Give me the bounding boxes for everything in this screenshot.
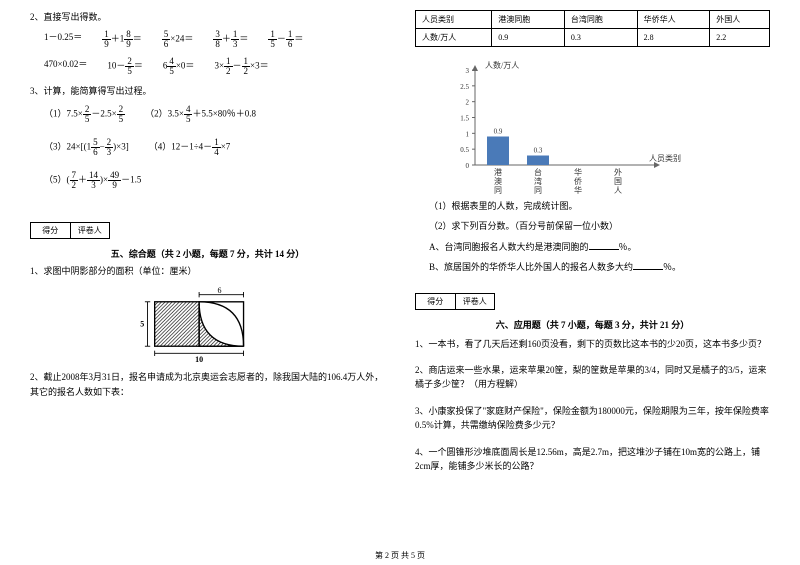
fig-label-left: 5 (140, 320, 144, 329)
sub-q: （1）根据表里的人数，完成统计图。 (429, 199, 770, 213)
math-expr: （3）24×[(156−23)×3] (44, 138, 129, 157)
table-cell: 2.8 (637, 29, 710, 47)
math-expr: 19＋189＝ (102, 30, 142, 49)
svg-text:人员类别: 人员类别 (649, 153, 681, 163)
application-questions: 1、一本书，看了几天后还剩160页没看，剩下的页数比这本书的少20页，这本书多少… (415, 337, 770, 474)
svg-text:1.5: 1.5 (460, 115, 469, 123)
svg-text:澳: 澳 (494, 176, 502, 186)
svg-text:华: 华 (574, 185, 582, 195)
bar-chart: 32.521.510.50人数/万人人员类别0.9港澳同胞0.3台湾同胞华侨华人… (435, 55, 695, 195)
q3-row2: （3）24×[(156−23)×3] （4）12－1÷4－14×7 (30, 138, 385, 157)
app-q: 1、一本书，看了几天后还剩160页没看，剩下的页数比这本书的少20页，这本书多少… (415, 337, 770, 351)
math-expr: 3×12－12×3＝ (214, 57, 268, 76)
table-cell: 2.2 (710, 29, 770, 47)
sub-q: A、台湾同胞报名人数大约是港澳同胞的％。 (429, 240, 770, 254)
svg-text:人: 人 (614, 186, 622, 195)
math-expr: （4）12－1÷4－14×7 (149, 138, 231, 157)
math-expr: 38＋13＝ (213, 30, 248, 49)
svg-text:华: 华 (574, 167, 582, 177)
math-expr: 470×0.02＝ (44, 57, 87, 76)
fig-label-top: 6 (217, 286, 221, 295)
math-expr: 56×24＝ (162, 30, 194, 49)
svg-text:2.5: 2.5 (460, 83, 469, 91)
svg-text:3: 3 (466, 67, 470, 75)
table-cell: 人数/万人 (416, 29, 492, 47)
svg-text:2: 2 (466, 99, 470, 107)
table-row: 人数/万人 0.9 0.3 2.8 2.2 (416, 29, 770, 47)
table-header: 港澳同胞 (492, 11, 565, 29)
section6-title: 六、应用题（共 7 小题，每题 3 分，共计 21 分） (415, 318, 770, 331)
math-expr: 10－25＝ (107, 57, 143, 76)
math-expr: 645×0＝ (163, 57, 195, 76)
grader-label: 评卷人 (71, 223, 110, 238)
svg-text:国: 国 (614, 177, 622, 186)
score-label: 得分 (416, 294, 456, 309)
math-expr: （1）7.5×25－2.5×25 (44, 105, 125, 124)
q3-row3: （5）(72＋143)×499－1.5 (30, 171, 385, 190)
svg-text:同: 同 (534, 186, 542, 195)
q2-row1: 1－0.25＝ 19＋189＝ 56×24＝ 38＋13＝ 15－16＝ (30, 30, 385, 49)
math-expr: （2）3.5×45＋5.5×80％＋0.8 (145, 105, 256, 124)
svg-text:0.3: 0.3 (534, 147, 543, 155)
q3-title: 3、计算，能简算得写出过程。 (30, 84, 385, 98)
s5-q1: 1、求图中阴影部分的面积（单位：厘米） (30, 264, 385, 278)
svg-text:0.5: 0.5 (460, 146, 469, 154)
app-q: 4、一个圆锥形沙堆底面周长是12.56m，高是2.7m，把这堆沙子铺在10m宽的… (415, 445, 770, 474)
svg-text:人数/万人: 人数/万人 (485, 60, 519, 70)
svg-text:胞: 胞 (494, 194, 502, 195)
svg-text:侨: 侨 (574, 176, 582, 186)
score-label: 得分 (31, 223, 71, 238)
grader-label: 评卷人 (456, 294, 495, 309)
table-header: 人员类别 (416, 11, 492, 29)
table-cell: 0.3 (564, 29, 637, 47)
geometry-figure: 6 5 10 (128, 284, 288, 364)
math-expr: 1－0.25＝ (44, 30, 82, 49)
left-column: 2、直接写出得数。 1－0.25＝ 19＋189＝ 56×24＝ 38＋13＝ … (30, 10, 385, 530)
data-table: 人员类别 港澳同胞 台湾同胞 华侨华人 外国人 人数/万人 0.9 0.3 2.… (415, 10, 770, 47)
math-expr: （5）(72＋143)×499－1.5 (44, 171, 141, 190)
section5-title: 五、综合题（共 2 小题，每题 7 分，共计 14 分） (30, 247, 385, 260)
svg-text:胞: 胞 (534, 194, 542, 195)
svg-text:湾: 湾 (534, 176, 542, 186)
svg-text:1: 1 (466, 130, 470, 138)
app-q: 3、小康家投保了"家庭财产保险"，保险金额为180000元，保险期限为三年，按年… (415, 404, 770, 433)
q2-row2: 470×0.02＝ 10－25＝ 645×0＝ 3×12－12×3＝ (30, 57, 385, 76)
table-header: 外国人 (710, 11, 770, 29)
svg-text:台: 台 (534, 167, 542, 177)
s5-q2: 2、截止2008年3月31日，报名申请成为北京奥运会志愿者的，除我国大陆的106… (30, 370, 385, 399)
fig-label-bottom: 10 (195, 355, 203, 364)
q3-row1: （1）7.5×25－2.5×25 （2）3.5×45＋5.5×80％＋0.8 (30, 105, 385, 124)
score-box: 得分 评卷人 (30, 222, 110, 239)
table-header: 台湾同胞 (564, 11, 637, 29)
svg-text:同: 同 (494, 186, 502, 195)
right-column: 人员类别 港澳同胞 台湾同胞 华侨华人 外国人 人数/万人 0.9 0.3 2.… (415, 10, 770, 530)
svg-text:外: 外 (614, 167, 622, 177)
table-row: 人员类别 港澳同胞 台湾同胞 华侨华人 外国人 (416, 11, 770, 29)
chart-questions: （1）根据表里的人数，完成统计图。 （2）求下列百分数。（百分号前保留一位小数）… (415, 199, 770, 275)
math-expr: 15－16＝ (268, 30, 303, 49)
q2-title: 2、直接写出得数。 (30, 10, 385, 24)
page-footer: 第 2 页 共 5 页 (0, 550, 800, 561)
svg-text:0: 0 (466, 162, 470, 170)
svg-text:港: 港 (494, 167, 502, 177)
sub-q: （2）求下列百分数。（百分号前保留一位小数） (429, 219, 770, 233)
table-header: 华侨华人 (637, 11, 710, 29)
svg-text:0.9: 0.9 (494, 128, 503, 136)
app-q: 2、商店运来一些水果，运来苹果20筐，梨的筐数是苹果的3/4，同时又是橘子的3/… (415, 363, 770, 392)
table-cell: 0.9 (492, 29, 565, 47)
score-box: 得分 评卷人 (415, 293, 495, 310)
sub-q: B、旅居国外的华侨华人比外国人的报名人数多大约％。 (429, 260, 770, 274)
